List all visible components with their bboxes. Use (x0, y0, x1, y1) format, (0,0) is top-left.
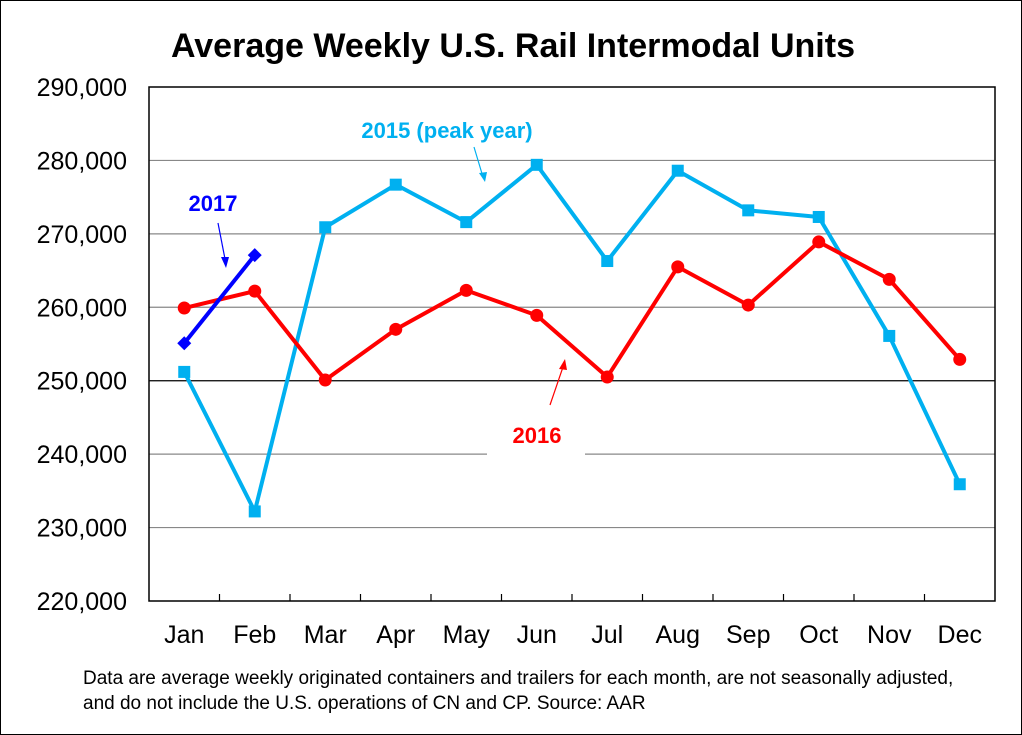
arrowhead-2016 (559, 359, 567, 370)
x-tick-label: May (443, 621, 491, 649)
plot-area (148, 86, 996, 602)
series-line-2016 (183, 239, 962, 382)
chart-title: Average Weekly U.S. Rail Intermodal Unit… (171, 27, 855, 65)
x-tick-label: Sep (726, 621, 770, 649)
series-line-2017 (182, 253, 257, 345)
x-tick-label: Feb (233, 621, 276, 649)
x-tick-label: Jul (591, 621, 623, 649)
data-point-2015 (319, 221, 332, 234)
data-point-2016 (248, 284, 262, 298)
data-point-2016 (389, 322, 403, 336)
data-point-2017 (177, 336, 192, 351)
data-point-2016 (459, 283, 473, 297)
x-tick-label: Jan (164, 621, 204, 649)
data-point-2016 (530, 308, 544, 322)
x-tick-label: Apr (376, 621, 415, 649)
series-line-2015 (182, 162, 962, 514)
x-tick-label: Oct (799, 621, 838, 649)
y-tick-label: 260,000 (37, 294, 127, 322)
data-point-2016 (671, 260, 685, 274)
arrowhead-2017 (221, 257, 229, 268)
data-point-2015 (601, 255, 614, 268)
arrow-2016 (549, 366, 564, 406)
footnote: Data are average weekly originated conta… (83, 668, 954, 714)
arrowhead-2015 (479, 172, 487, 182)
legend-label-2016: 2016 (513, 423, 562, 448)
data-point-2016 (177, 301, 191, 315)
arrow-2017 (217, 222, 226, 260)
data-point-2016 (812, 235, 826, 249)
data-point-2017 (247, 248, 262, 263)
data-point-2016 (953, 352, 967, 366)
legend-label-2015: 2015 (peak year) (361, 118, 532, 143)
y-tick-label: 270,000 (37, 221, 127, 249)
data-point-2016 (600, 370, 614, 384)
data-point-2015 (178, 365, 191, 378)
data-point-2015 (248, 505, 261, 518)
data-point-2015 (953, 478, 966, 491)
data-point-2016 (741, 298, 755, 312)
y-tick-label: 250,000 (37, 368, 127, 396)
y-tick-label: 290,000 (37, 74, 127, 102)
data-point-2016 (882, 272, 896, 286)
y-tick-label: 220,000 (37, 588, 127, 616)
data-point-2015 (883, 329, 896, 342)
data-point-2015 (530, 158, 543, 171)
x-tick-label: Nov (867, 621, 912, 649)
x-tick-label: Dec (938, 621, 982, 649)
y-tick-label: 230,000 (37, 515, 127, 543)
label-background-2016 (487, 419, 585, 455)
x-tick-label: Mar (304, 621, 347, 649)
y-tick-label: 240,000 (37, 441, 127, 469)
arrow-2015 (473, 146, 484, 178)
data-point-2015 (460, 216, 473, 229)
x-tick-label: Jun (517, 621, 557, 649)
data-point-2015 (389, 178, 402, 191)
x-tick-label: Aug (656, 621, 700, 649)
data-point-2016 (318, 373, 332, 387)
data-point-2015 (812, 210, 825, 223)
y-tick-label: 280,000 (37, 147, 127, 175)
data-point-2015 (671, 164, 684, 177)
legend-label-2017: 2017 (189, 191, 238, 216)
data-point-2015 (742, 204, 755, 217)
